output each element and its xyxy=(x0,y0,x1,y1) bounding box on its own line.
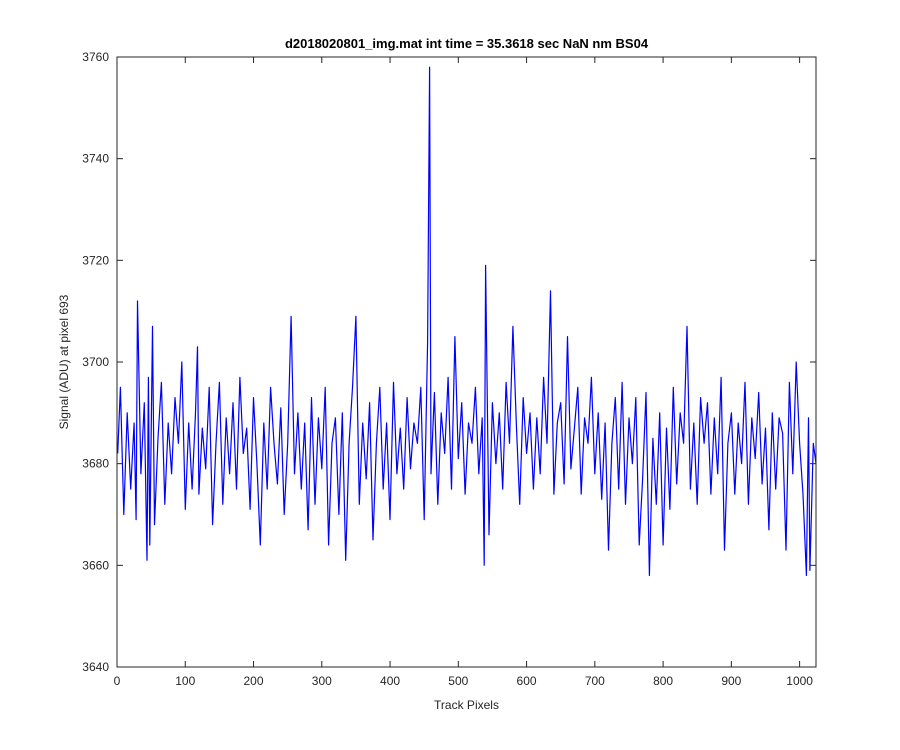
x-tick-label: 400 xyxy=(380,674,400,688)
x-tick-label: 600 xyxy=(517,674,537,688)
x-tick-label: 1000 xyxy=(786,674,813,688)
x-tick-label: 100 xyxy=(175,674,195,688)
series-line xyxy=(117,66,817,577)
plot-area xyxy=(117,57,816,667)
y-axis-label: Signal (ADU) at pixel 693 xyxy=(57,294,71,429)
x-tick-label: 500 xyxy=(448,674,468,688)
y-tick-label: 3660 xyxy=(82,558,109,572)
x-tick-label: 900 xyxy=(721,674,741,688)
plot-frame xyxy=(116,56,817,668)
x-tick-label: 0 xyxy=(114,674,121,688)
y-tick-label: 3720 xyxy=(82,253,109,267)
y-axis: 3640 3660 3680 3700 3720 3740 3760 xyxy=(82,50,816,674)
x-axis: 0 100 200 300 400 500 600 700 800 900 1000 xyxy=(114,57,813,688)
x-tick-label: 800 xyxy=(653,674,673,688)
y-tick-label: 3760 xyxy=(82,50,109,64)
y-tick-label: 3700 xyxy=(82,355,109,369)
x-tick-label: 200 xyxy=(244,674,264,688)
x-tick-label: 700 xyxy=(585,674,605,688)
y-tick-label: 3640 xyxy=(82,660,109,674)
chart-title: d2018020801_img.mat int time = 35.3618 s… xyxy=(285,36,649,51)
x-axis-label: Track Pixels xyxy=(434,698,499,712)
y-tick-label: 3680 xyxy=(82,457,109,471)
x-tick-label: 300 xyxy=(312,674,332,688)
y-tick-label: 3740 xyxy=(82,152,109,166)
